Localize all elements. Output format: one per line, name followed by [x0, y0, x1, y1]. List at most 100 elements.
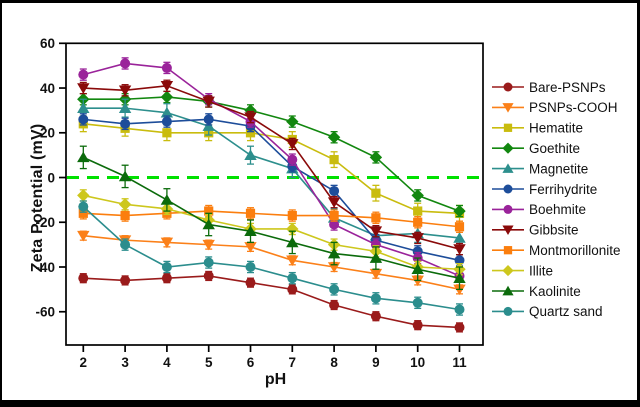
data-point-bare-psnps [370, 311, 381, 322]
data-point-gibbsite [286, 139, 299, 150]
data-point-montmorillonite [413, 217, 423, 227]
data-point-quartz-sand [454, 304, 465, 315]
data-point-quartz-sand [203, 257, 214, 268]
data-point-ferrihydrite [78, 114, 89, 125]
x-tick-label: 6 [247, 355, 255, 370]
data-point-kaolinite [369, 252, 383, 263]
data-point-goethite [369, 151, 383, 164]
data-point-gibbsite [77, 83, 90, 94]
data-point-gibbsite [411, 233, 424, 244]
data-point-goethite [327, 131, 341, 144]
x-tick-label: 3 [121, 355, 129, 370]
legend-marker [503, 184, 513, 194]
series-line-psnps-cooh [83, 234, 460, 291]
data-point-kaolinite [202, 218, 215, 230]
series-line-montmorillonite [83, 210, 460, 228]
data-point-ferrihydrite [120, 118, 131, 129]
data-point-bare-psnps [78, 273, 89, 284]
legend-marker [502, 103, 514, 113]
legend-label-gibbsite: Gibbsite [529, 223, 579, 238]
legend-label-psnps-cooh: PSNPs-COOH [529, 100, 618, 115]
series-line-magnetite [83, 107, 460, 239]
legend-marker [502, 225, 514, 236]
legend-marker [503, 306, 513, 316]
data-point-montmorillonite [287, 210, 297, 221]
legend-marker [503, 246, 513, 255]
data-point-magnetite [160, 106, 174, 118]
legend-marker [503, 82, 513, 92]
legend-label-bare-psnps: Bare-PSNPs [529, 80, 606, 95]
data-point-montmorillonite [371, 213, 381, 223]
series-line-kaolinite [82, 156, 460, 279]
data-point-kaolinite [160, 194, 174, 205]
legend-marker [502, 142, 514, 154]
data-point-bare-psnps [161, 273, 172, 284]
data-point-hematite [413, 206, 423, 216]
legend-marker [503, 204, 513, 214]
data-point-quartz-sand [329, 284, 340, 295]
y-tick-label: 0 [47, 170, 55, 185]
data-point-psnps-cooh [369, 268, 383, 280]
data-point-montmorillonite [204, 206, 214, 216]
data-point-hematite [329, 155, 339, 165]
data-point-ferrihydrite [161, 116, 172, 127]
y-tick-label: -40 [35, 260, 55, 275]
series-line-boehmite [83, 62, 460, 277]
legend-label-hematite: Hematite [529, 121, 583, 136]
legend-label-ferrihydrite: Ferrihydrite [529, 182, 597, 197]
legend-label-kaolinite: Kaolinite [529, 284, 581, 299]
x-tick-label: 9 [372, 355, 380, 370]
y-tick-label: 60 [40, 36, 55, 51]
data-point-bare-psnps [454, 322, 465, 333]
data-point-kaolinite [77, 151, 90, 163]
data-point-kaolinite [327, 247, 341, 259]
data-point-montmorillonite [329, 210, 339, 221]
data-point-gibbsite [244, 112, 257, 123]
series-line-illite [83, 194, 460, 271]
y-tick-label: -20 [35, 215, 55, 230]
series-line-hematite [83, 123, 460, 215]
data-point-kaolinite [453, 272, 466, 283]
data-point-magnetite [244, 149, 257, 160]
data-point-gibbsite [369, 226, 383, 238]
data-point-quartz-sand [78, 201, 89, 212]
series-line-quartz-sand [82, 206, 460, 311]
data-point-quartz-sand [412, 297, 423, 308]
x-tick-label: 7 [289, 355, 297, 370]
x-tick-label: 10 [410, 355, 425, 370]
legend-marker [502, 265, 514, 277]
data-point-gibbsite [202, 96, 215, 108]
x-tick-label: 8 [330, 355, 338, 370]
legend-label-magnetite: Magnetite [529, 161, 588, 176]
data-point-goethite [453, 204, 466, 218]
data-point-psnps-cooh [202, 239, 215, 251]
data-point-magnetite [453, 232, 466, 243]
data-point-bare-psnps [203, 270, 214, 281]
data-point-montmorillonite [78, 208, 88, 218]
legend-label-montmorillonite: Montmorillonite [529, 243, 621, 258]
legend-marker [503, 123, 513, 132]
data-point-goethite [286, 115, 299, 128]
data-point-kaolinite [244, 225, 257, 237]
data-point-quartz-sand [120, 239, 131, 250]
y-tick-label: 20 [40, 126, 55, 141]
data-point-gibbsite [160, 81, 174, 92]
data-point-kaolinite [286, 236, 299, 248]
series-line-gibbsite [83, 84, 460, 250]
x-axis-title: pH [264, 371, 287, 388]
legend-label-quartz-sand: Quartz sand [529, 304, 603, 319]
data-point-illite [286, 222, 299, 236]
data-point-illite [118, 198, 132, 211]
legend-label-boehmite: Boehmite [529, 202, 586, 217]
data-point-psnps-cooh [77, 230, 90, 242]
data-point-boehmite [287, 154, 298, 165]
x-tick-label: 5 [205, 355, 213, 370]
data-point-montmorillonite [120, 210, 130, 221]
data-point-boehmite [78, 69, 89, 80]
data-point-psnps-cooh [286, 255, 299, 267]
data-point-bare-psnps [329, 300, 340, 311]
legend-label-goethite: Goethite [529, 141, 580, 156]
data-point-boehmite [161, 62, 172, 73]
data-point-ferrihydrite [454, 255, 465, 266]
